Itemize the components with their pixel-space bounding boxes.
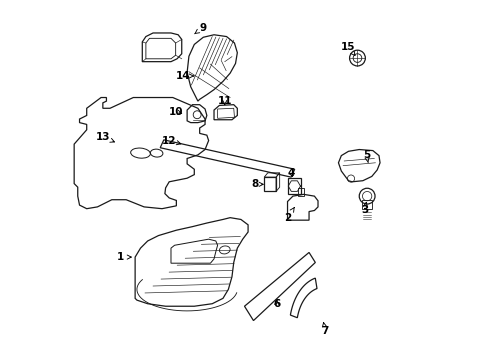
Text: 1: 1: [117, 252, 131, 262]
Text: 9: 9: [194, 23, 206, 34]
Text: 3: 3: [360, 202, 367, 216]
Text: 13: 13: [95, 132, 114, 142]
Text: 14: 14: [176, 71, 193, 81]
Text: 12: 12: [162, 136, 181, 145]
Text: 7: 7: [321, 323, 328, 336]
Text: 2: 2: [284, 207, 294, 222]
Text: 15: 15: [341, 42, 355, 55]
Text: 4: 4: [287, 168, 294, 178]
Text: 10: 10: [169, 107, 183, 117]
Text: 6: 6: [273, 299, 280, 309]
Text: 5: 5: [362, 150, 369, 163]
Text: 8: 8: [251, 179, 263, 189]
Text: 11: 11: [217, 96, 231, 106]
